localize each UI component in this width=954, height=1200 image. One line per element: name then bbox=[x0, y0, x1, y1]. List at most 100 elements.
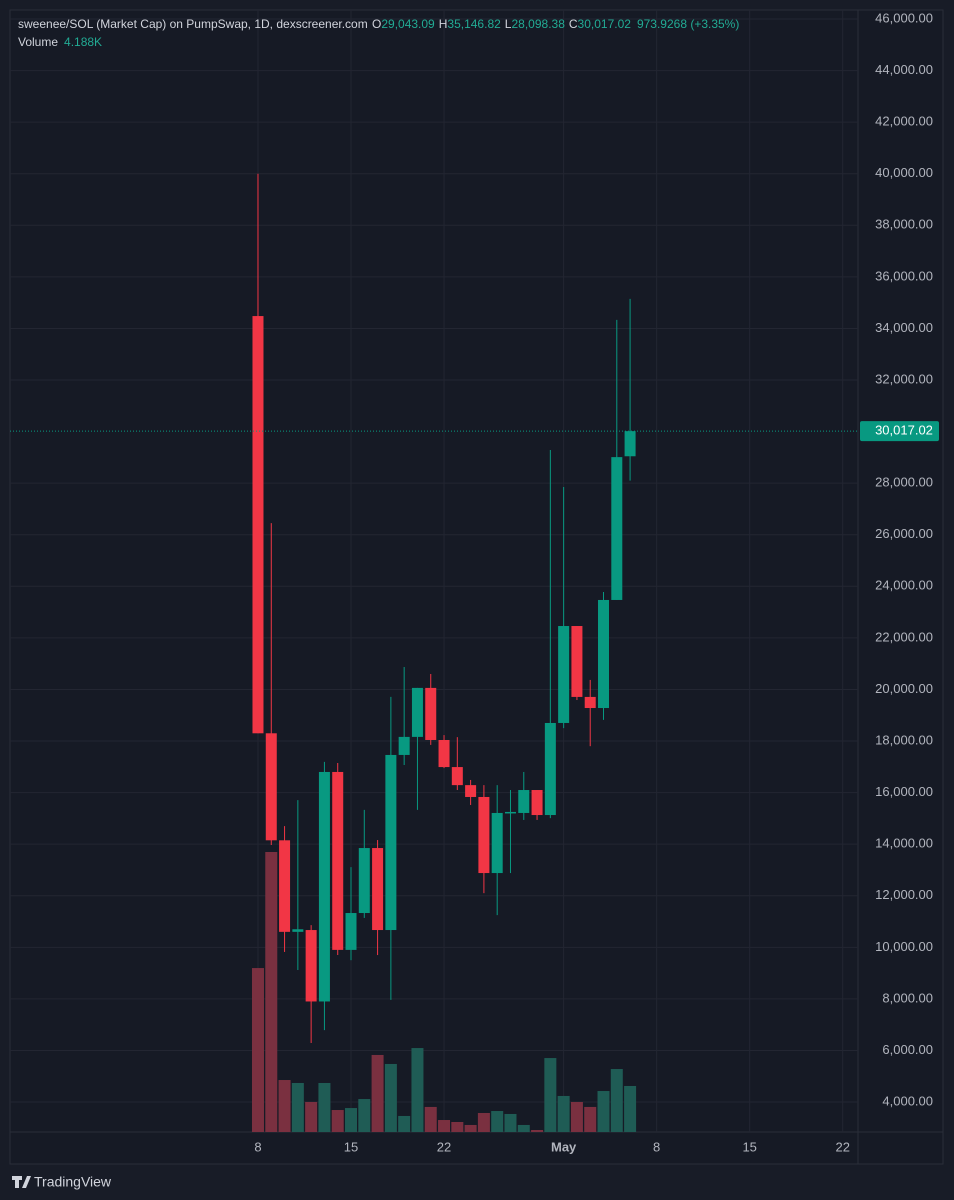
candle-body bbox=[611, 457, 623, 600]
volume-bar bbox=[265, 852, 278, 1132]
volume-bar bbox=[517, 1124, 530, 1132]
ohlc-value: 29,043.09 bbox=[381, 17, 435, 31]
y-tick-label: 26,000.00 bbox=[875, 526, 933, 541]
volume-bar bbox=[624, 1085, 637, 1132]
candle-body bbox=[318, 771, 330, 1002]
y-tick-label: 22,000.00 bbox=[875, 629, 933, 644]
brand: TradingView bbox=[34, 1174, 112, 1190]
x-tick-label: 22 bbox=[437, 1139, 451, 1154]
candle-body bbox=[465, 785, 477, 797]
candle-body bbox=[279, 840, 291, 932]
y-tick-label: 6,000.00 bbox=[882, 1042, 933, 1057]
volume-bar bbox=[438, 1120, 451, 1132]
x-tick-label: 15 bbox=[344, 1139, 358, 1154]
candle-body bbox=[491, 812, 503, 874]
change: 973.9268 (+3.35%) bbox=[637, 17, 739, 31]
volume-bar bbox=[491, 1111, 504, 1132]
candle-body bbox=[305, 930, 317, 1002]
last-price-tag bbox=[860, 421, 939, 442]
candle-body bbox=[292, 929, 304, 932]
candle-body bbox=[558, 626, 570, 723]
candle-body bbox=[544, 722, 556, 816]
candle-body bbox=[425, 687, 437, 740]
y-tick-label: 28,000.00 bbox=[875, 475, 933, 490]
y-tick-label: 4,000.00 bbox=[882, 1093, 933, 1108]
candle-body bbox=[358, 848, 370, 914]
logo-mark bbox=[12, 1176, 31, 1188]
volume-bar bbox=[544, 1058, 557, 1132]
legend-title-text: sweenee/SOL (Market Cap) on PumpSwap, 1D… bbox=[18, 17, 368, 31]
y-tick-label: 34,000.00 bbox=[875, 320, 933, 335]
volume-bar bbox=[398, 1115, 411, 1132]
volume-bar bbox=[358, 1099, 371, 1132]
axes: 46,000.00 44,000.00 42,000.00 40,000.00 38,0… bbox=[10, 10, 939, 1154]
y-tick-label: 44,000.00 bbox=[875, 62, 933, 77]
ohlc-value: 28,098.38 bbox=[511, 17, 565, 31]
volume-value: 4.188K bbox=[64, 35, 102, 49]
volume-bar bbox=[584, 1106, 597, 1132]
x-tick-label: 8 bbox=[254, 1139, 261, 1154]
volume-bar bbox=[451, 1122, 464, 1132]
y-tick-label: 12,000.00 bbox=[875, 887, 933, 902]
volume-bar bbox=[305, 1102, 318, 1132]
x-tick-label: 8 bbox=[653, 1139, 660, 1154]
ohlc-key: L bbox=[505, 17, 512, 31]
candle-body bbox=[385, 754, 397, 931]
candle-body bbox=[478, 796, 490, 874]
x-tick-label: 22 bbox=[835, 1139, 849, 1154]
candles bbox=[252, 173, 636, 1043]
candle-body bbox=[252, 316, 264, 734]
y-tick-label: 32,000.00 bbox=[875, 371, 933, 386]
volume-bar bbox=[464, 1124, 477, 1132]
ohlc-key: O bbox=[372, 17, 381, 31]
y-tick-label: 14,000.00 bbox=[875, 836, 933, 851]
y-tick-label: 42,000.00 bbox=[875, 114, 933, 129]
candle-body bbox=[584, 696, 596, 709]
volume-bar bbox=[331, 1110, 344, 1132]
volume-bar bbox=[504, 1113, 517, 1132]
ohlc-key: H bbox=[439, 17, 448, 31]
y-tick-label: 24,000.00 bbox=[875, 578, 933, 593]
ohlc-value: 35,146.82 bbox=[447, 17, 501, 31]
candle-body bbox=[598, 599, 610, 709]
candle-body bbox=[345, 913, 357, 950]
candle-body bbox=[504, 811, 516, 814]
volume-bars bbox=[251, 852, 637, 1132]
volume-bar bbox=[345, 1108, 358, 1132]
volume-bar bbox=[318, 1082, 331, 1132]
y-tick-label: 38,000.00 bbox=[875, 217, 933, 232]
volume-bar bbox=[411, 1048, 424, 1132]
x-tick-label: May bbox=[551, 1139, 577, 1154]
candle-body bbox=[624, 431, 636, 457]
last-price-label: 30,017.02 bbox=[875, 423, 933, 438]
ohlc-value: 30,017.02 bbox=[578, 17, 632, 31]
volume-bar bbox=[531, 1130, 544, 1132]
volume-bar bbox=[570, 1102, 583, 1132]
candle-body bbox=[571, 626, 583, 697]
y-tick-label: 8,000.00 bbox=[882, 990, 933, 1005]
candle-body bbox=[451, 767, 463, 786]
candle-body bbox=[438, 739, 450, 768]
x-tick-label: 15 bbox=[742, 1139, 756, 1154]
grid bbox=[10, 10, 858, 1132]
volume-bar bbox=[557, 1095, 570, 1132]
legend-volume: Volume 4.188K bbox=[18, 35, 102, 49]
candle-body bbox=[265, 733, 277, 841]
y-tick-label: 36,000.00 bbox=[875, 268, 933, 283]
y-tick-label: 18,000.00 bbox=[875, 732, 933, 747]
candle-body bbox=[332, 771, 344, 950]
tradingview-logo: TradingView bbox=[12, 1174, 112, 1190]
volume-bar bbox=[384, 1063, 397, 1132]
y-tick-label: 46,000.00 bbox=[875, 10, 933, 25]
y-tick-label: 16,000.00 bbox=[875, 784, 933, 799]
volume-bar bbox=[251, 968, 264, 1132]
volume-bar bbox=[371, 1054, 384, 1132]
y-tick-label: 10,000.00 bbox=[875, 939, 933, 954]
volume-bar bbox=[610, 1069, 623, 1132]
candle-body bbox=[531, 790, 543, 816]
volume-bar bbox=[291, 1082, 304, 1132]
ohlc-key: C bbox=[569, 17, 578, 31]
candle-body bbox=[398, 736, 410, 755]
legend-ohlc: O29,043.09 H35,146.82 L28,098.38 C30,017.02… bbox=[372, 17, 739, 31]
